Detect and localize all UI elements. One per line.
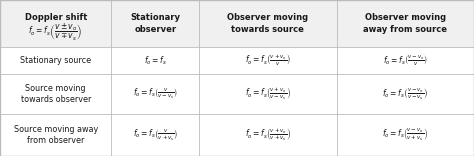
Text: Observer moving
towards source: Observer moving towards source bbox=[227, 13, 309, 34]
Text: $f_o = f_s\left(\frac{v-v_o}{v+v_s}\right)$: $f_o = f_s\left(\frac{v-v_o}{v+v_s}\righ… bbox=[383, 127, 428, 143]
Text: $f_o = f_s\left(\frac{v}{v-v_s}\right)$: $f_o = f_s\left(\frac{v}{v-v_s}\right)$ bbox=[133, 87, 178, 101]
Text: Source moving
towards observer: Source moving towards observer bbox=[20, 84, 91, 104]
Bar bbox=[0, 0, 474, 47]
Text: $f_o = f_s\left(\frac{v}{v+v_s}\right)$: $f_o = f_s\left(\frac{v}{v+v_s}\right)$ bbox=[133, 127, 178, 143]
Text: Stationary
observer: Stationary observer bbox=[130, 13, 180, 34]
Text: $f_o = f_s\left(\frac{v-v_o}{v-v_s}\right)$: $f_o = f_s\left(\frac{v-v_o}{v-v_s}\righ… bbox=[383, 86, 428, 102]
Text: $f_o = f_s\left(\dfrac{v\pm v_o}{v\mp v_s}\right)$: $f_o = f_s\left(\dfrac{v\pm v_o}{v\mp v_… bbox=[28, 21, 83, 43]
Text: Doppler shift: Doppler shift bbox=[25, 13, 87, 22]
Text: Observer moving
away from source: Observer moving away from source bbox=[363, 13, 447, 34]
Text: $f_o = f_s\left(\frac{v+v_o}{v}\right)$: $f_o = f_s\left(\frac{v+v_o}{v}\right)$ bbox=[245, 53, 291, 68]
Text: $f_o = f_s\left(\frac{v+v_o}{v-v_s}\right)$: $f_o = f_s\left(\frac{v+v_o}{v-v_s}\righ… bbox=[245, 86, 291, 102]
Text: Source moving away
from observer: Source moving away from observer bbox=[14, 124, 98, 145]
Text: Stationary source: Stationary source bbox=[20, 56, 91, 65]
Text: $f_o = f_s\left(\frac{v-v_o}{v}\right)$: $f_o = f_s\left(\frac{v-v_o}{v}\right)$ bbox=[383, 53, 428, 68]
Text: $f_o = f_s$: $f_o = f_s$ bbox=[144, 54, 167, 67]
Text: $f_o = f_s\left(\frac{v+v_o}{v+v_s}\right)$: $f_o = f_s\left(\frac{v+v_o}{v+v_s}\righ… bbox=[245, 127, 291, 143]
